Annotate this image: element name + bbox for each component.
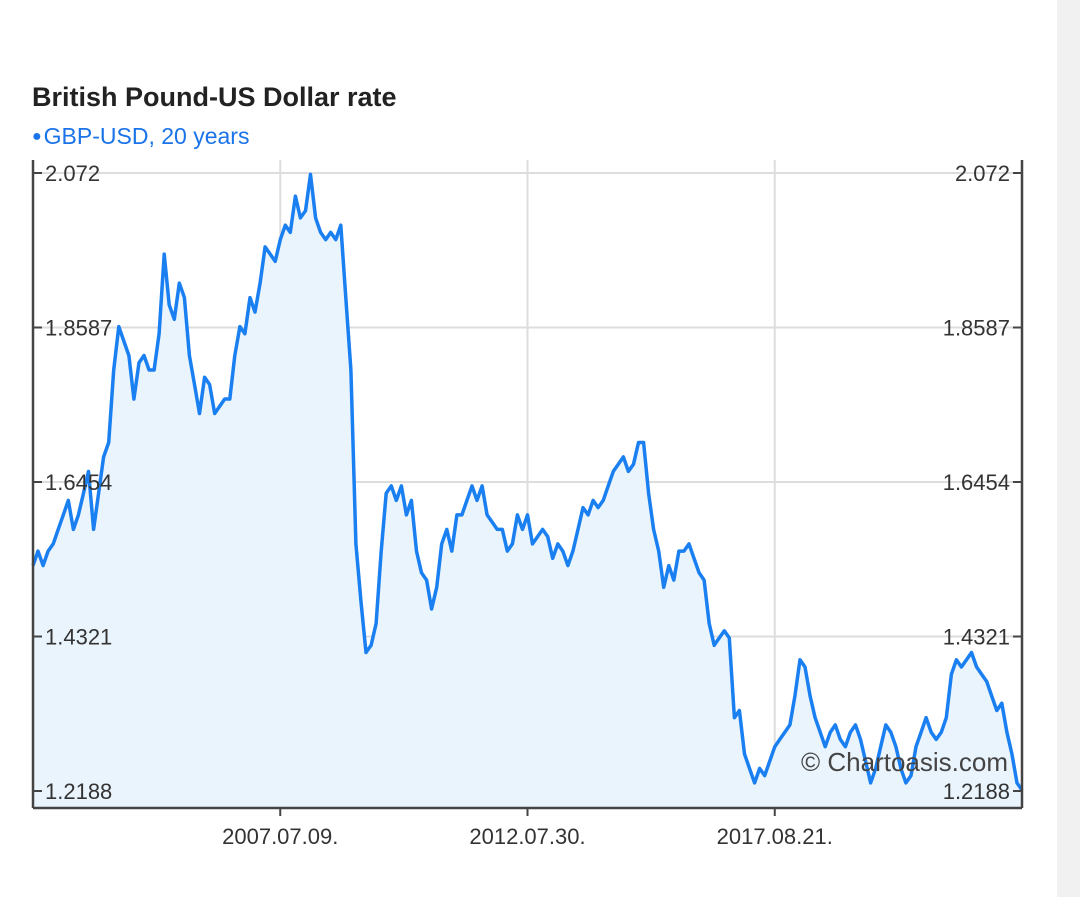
area-layer (31, 172, 1024, 808)
series-dot-icon: ● (32, 128, 42, 145)
x-tick-label: 2012.07.30. (469, 824, 585, 849)
y-tick-label-right: 2.072 (955, 161, 1010, 186)
side-panel (1057, 0, 1080, 897)
y-tick-label-left: 2.072 (45, 161, 100, 186)
series-line (31, 172, 1024, 792)
series-area (33, 174, 1022, 808)
x-tick-label: 2017.08.21. (717, 824, 833, 849)
y-tick-label-right: 1.6454 (943, 470, 1010, 495)
chart-subtitle: ●GBP-USD, 20 years (32, 123, 249, 150)
watermark: © Chartoasis.com (801, 747, 1008, 777)
y-tick-label-right: 1.2188 (943, 779, 1010, 804)
y-tick-label-left: 1.2188 (45, 779, 112, 804)
y-tick-label-left: 1.6454 (45, 470, 112, 495)
axis-layer (31, 160, 1024, 816)
y-tick-label-left: 1.4321 (45, 625, 112, 650)
x-tick-label: 2007.07.09. (222, 824, 338, 849)
chart-title: British Pound-US Dollar rate (32, 82, 397, 112)
y-tick-label-right: 1.4321 (943, 625, 1010, 650)
label-layer: 1.2188 1.2188 1.4321 1.4321 1.6454 1.6454 1.85… (45, 161, 1010, 849)
y-tick-label-left: 1.8587 (45, 316, 112, 341)
series-label: GBP-USD, 20 years (43, 123, 250, 149)
y-tick-label-right: 1.8587 (943, 316, 1010, 341)
